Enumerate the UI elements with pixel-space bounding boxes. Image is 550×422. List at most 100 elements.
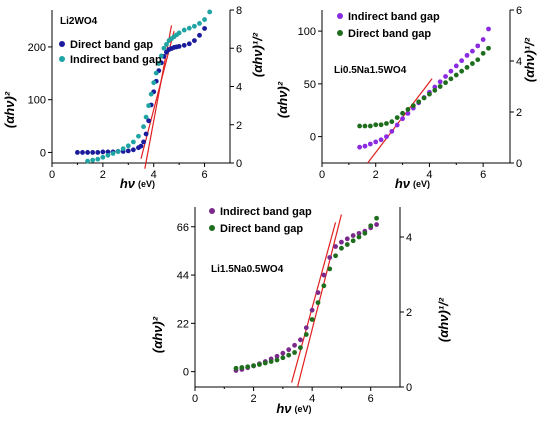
data-point-series-2 [153, 70, 159, 76]
y-left-tick-label: 100 [298, 26, 316, 38]
data-point-series-2 [207, 9, 213, 15]
y-axis-right-label: (αhν)¹/² [436, 297, 451, 342]
data-point-series-1 [437, 79, 443, 85]
data-point-series-2 [303, 332, 309, 337]
data-point-series-2 [389, 119, 395, 125]
data-point-series-2 [292, 350, 297, 355]
data-point-series-2 [309, 317, 315, 322]
data-point-series-1 [176, 44, 182, 49]
data-point-series-1 [202, 26, 207, 31]
x-tick-label: 6 [202, 169, 208, 181]
data-point-series-2 [164, 42, 169, 47]
data-point-series-2 [151, 80, 157, 86]
data-point-series-2 [90, 157, 96, 163]
x-tick-label: 0 [319, 169, 325, 181]
data-point-series-2 [416, 99, 422, 105]
data-point-series-1 [292, 342, 297, 348]
x-axis-label: hν [120, 176, 136, 191]
data-point-series-2 [475, 57, 481, 63]
data-point-series-2 [427, 91, 432, 97]
data-point-series-1 [303, 325, 309, 331]
data-point-series-1 [373, 139, 379, 145]
legend-label: Direct band gap [70, 39, 153, 51]
data-point-series-2 [298, 345, 303, 351]
x-tick-label: 4 [309, 393, 315, 405]
data-point-series-1 [459, 58, 465, 64]
data-point-series-1 [400, 116, 405, 122]
data-point-series-1 [378, 137, 384, 143]
x-axis-label: hν [395, 176, 411, 191]
x-axis-unit: (eV) [138, 179, 155, 189]
data-point-series-2 [176, 30, 182, 36]
y-right-tick-label: 4 [236, 82, 242, 94]
y-right-tick-label: 2 [406, 307, 412, 319]
y-axis-left-label: (αhν)² [275, 81, 290, 118]
y-right-tick-label: 6 [236, 43, 242, 55]
data-point-series-1 [315, 290, 321, 296]
data-point-series-1 [80, 150, 85, 155]
data-point-series-2 [378, 122, 384, 128]
y-right-tick-label: 0 [516, 158, 522, 170]
data-point-series-1 [181, 42, 187, 48]
x-tick-label: 6 [368, 393, 374, 405]
data-point-series-2 [251, 363, 256, 369]
y-left-tick-label: 0 [310, 132, 316, 144]
data-point-series-2 [421, 95, 427, 101]
data-point-series-1 [138, 143, 144, 149]
data-point-series-1 [327, 255, 333, 260]
data-point-series-2 [368, 223, 374, 229]
y-left-tick-label: 66 [177, 222, 189, 234]
data-point-series-2 [357, 123, 362, 129]
x-axis-unit: (eV) [295, 404, 312, 414]
panel-title: Li0.5Na1.5WO4 [334, 65, 407, 76]
data-point-series-2 [141, 124, 146, 130]
x-axis-unit: (eV) [413, 179, 430, 189]
legend-marker [209, 225, 215, 231]
data-point-series-2 [115, 149, 121, 154]
data-point-series-2 [143, 114, 149, 120]
data-point-series-1 [432, 84, 438, 90]
data-point-series-2 [120, 146, 126, 152]
data-point-series-2 [158, 53, 164, 59]
data-point-series-1 [475, 43, 481, 49]
data-point-series-2 [268, 359, 274, 364]
legend-marker [209, 208, 215, 214]
data-point-series-2 [274, 357, 280, 363]
data-point-series-1 [405, 111, 411, 116]
data-point-series-1 [374, 222, 379, 227]
y-right-tick-label: 0 [236, 158, 242, 170]
data-point-series-2 [125, 143, 131, 149]
data-point-series-2 [486, 45, 491, 51]
data-point-series-2 [405, 107, 411, 112]
y-right-tick-label: 4 [406, 232, 412, 244]
legend-label: Indirect band gap [220, 206, 312, 218]
data-point-series-2 [233, 365, 239, 371]
data-point-series-2 [480, 50, 486, 56]
chart-panel-1: 0 2 4 6 0 100 200 0 2 4 6 8 Direct band gap Indirect … [2, 5, 265, 191]
data-point-series-2 [245, 364, 251, 370]
data-point-series-1 [367, 141, 373, 147]
data-point-series-2 [315, 300, 321, 306]
data-point-series-2 [448, 76, 454, 82]
data-point-series-1 [90, 150, 96, 155]
data-point-series-1 [453, 63, 459, 69]
data-point-series-2 [100, 154, 106, 160]
data-point-series-2 [453, 72, 459, 78]
y-right-tick-label: 6 [516, 5, 522, 17]
x-tick-label: 6 [480, 169, 486, 181]
data-point-series-2 [280, 355, 286, 361]
y-left-tick-label: 0 [40, 147, 46, 159]
data-point-series-1 [470, 48, 475, 54]
data-point-series-2 [327, 266, 333, 272]
x-tick-label: 2 [251, 393, 257, 405]
data-point-series-1 [85, 150, 90, 155]
legend-label: Direct band gap [348, 28, 431, 40]
y-axis-right-label: (αhν)¹/² [522, 37, 537, 82]
data-point-series-1 [141, 139, 146, 145]
data-point-series-2 [161, 45, 167, 51]
data-point-series-1 [186, 41, 192, 47]
data-point-series-1 [443, 74, 448, 79]
panel-title: Li2WO4 [60, 16, 98, 27]
legend-marker [337, 13, 343, 19]
